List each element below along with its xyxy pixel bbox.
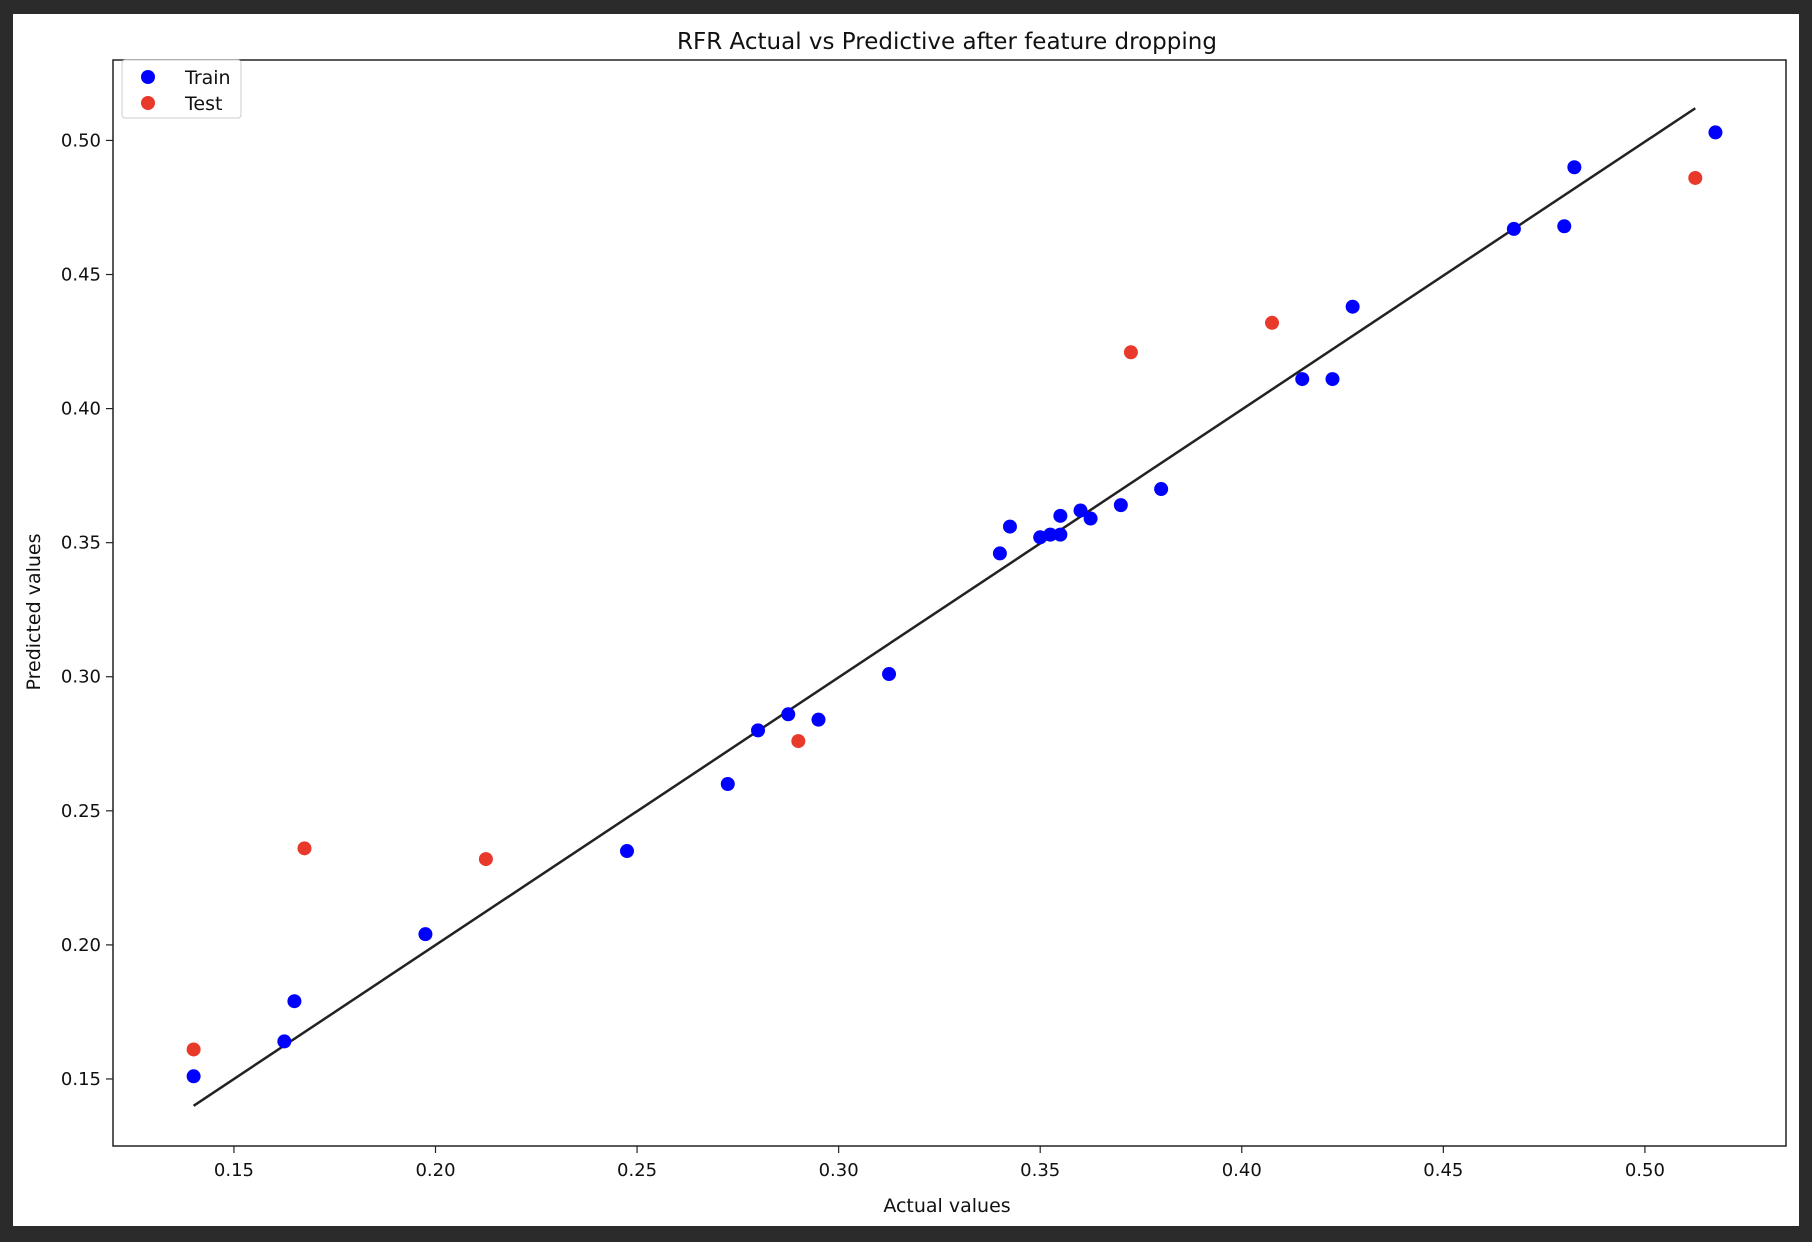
y-tick-label: 0.20 xyxy=(61,935,101,956)
scatter-plot: RFR Actual vs Predictive after feature d… xyxy=(23,29,1787,1217)
y-tick-label: 0.30 xyxy=(61,667,101,688)
figure-canvas: RFR Actual vs Predictive after feature d… xyxy=(13,14,1799,1226)
train-point xyxy=(1002,519,1017,534)
test-point xyxy=(297,841,312,856)
axes-frame xyxy=(112,59,1787,1147)
train-point xyxy=(1506,221,1521,236)
train-point xyxy=(1154,482,1169,497)
x-tick-label: 0.20 xyxy=(415,1160,455,1181)
x-tick-label: 0.45 xyxy=(1423,1160,1463,1181)
legend-train-label: Train xyxy=(184,67,231,89)
train-point xyxy=(1073,503,1088,518)
y-tick-label: 0.25 xyxy=(61,801,101,822)
legend-test-marker xyxy=(141,96,155,110)
train-point xyxy=(1043,527,1058,542)
y-tick-label: 0.50 xyxy=(61,130,101,151)
legend-test-label: Test xyxy=(184,93,222,115)
train-point xyxy=(1113,498,1128,513)
chart-title: RFR Actual vs Predictive after feature d… xyxy=(677,29,1217,55)
train-point xyxy=(781,707,796,722)
train-point xyxy=(1567,160,1582,175)
train-point xyxy=(1053,527,1068,542)
train-point xyxy=(1708,125,1723,140)
train-point xyxy=(1345,299,1360,314)
train-point xyxy=(751,723,766,738)
test-point xyxy=(478,852,493,867)
y-tick-label: 0.40 xyxy=(61,399,101,420)
x-tick-label: 0.30 xyxy=(819,1160,859,1181)
x-tick-label: 0.40 xyxy=(1222,1160,1262,1181)
test-point xyxy=(1265,315,1280,330)
y-tick-label: 0.15 xyxy=(61,1069,101,1090)
x-tick-label: 0.25 xyxy=(617,1160,657,1181)
test-point xyxy=(791,734,806,749)
y-tick-label: 0.35 xyxy=(61,533,101,554)
legend-train-marker xyxy=(141,70,155,84)
train-point xyxy=(1557,219,1572,234)
train-point xyxy=(186,1069,201,1084)
test-point xyxy=(1688,170,1703,185)
train-point xyxy=(720,777,735,791)
train-point xyxy=(811,712,826,727)
plot-area: 0.15 0.20 0.25 0.30 0.35 0.40 0.45 0.50 0.15 0.20… xyxy=(61,59,1787,1181)
test-point xyxy=(1123,345,1138,360)
x-tick-label: 0.50 xyxy=(1625,1160,1665,1181)
x-axis-label: Actual values xyxy=(883,1195,1010,1217)
y-tick-label: 0.45 xyxy=(61,265,101,286)
train-point xyxy=(1083,511,1098,526)
x-tick-label: 0.15 xyxy=(214,1160,254,1181)
train-point xyxy=(277,1034,292,1049)
train-point xyxy=(418,927,433,942)
y-axis-label: Predicted values xyxy=(23,533,45,690)
train-point xyxy=(882,667,897,682)
train-point xyxy=(619,844,634,859)
test-point xyxy=(186,1042,201,1057)
train-point xyxy=(992,546,1007,561)
train-point xyxy=(1325,372,1340,387)
fit-line xyxy=(192,107,1696,1107)
train-point xyxy=(1295,372,1310,387)
train-point xyxy=(1053,508,1068,523)
legend: Train Test xyxy=(121,59,242,119)
x-tick-label: 0.35 xyxy=(1020,1160,1060,1181)
train-point xyxy=(287,994,302,1009)
